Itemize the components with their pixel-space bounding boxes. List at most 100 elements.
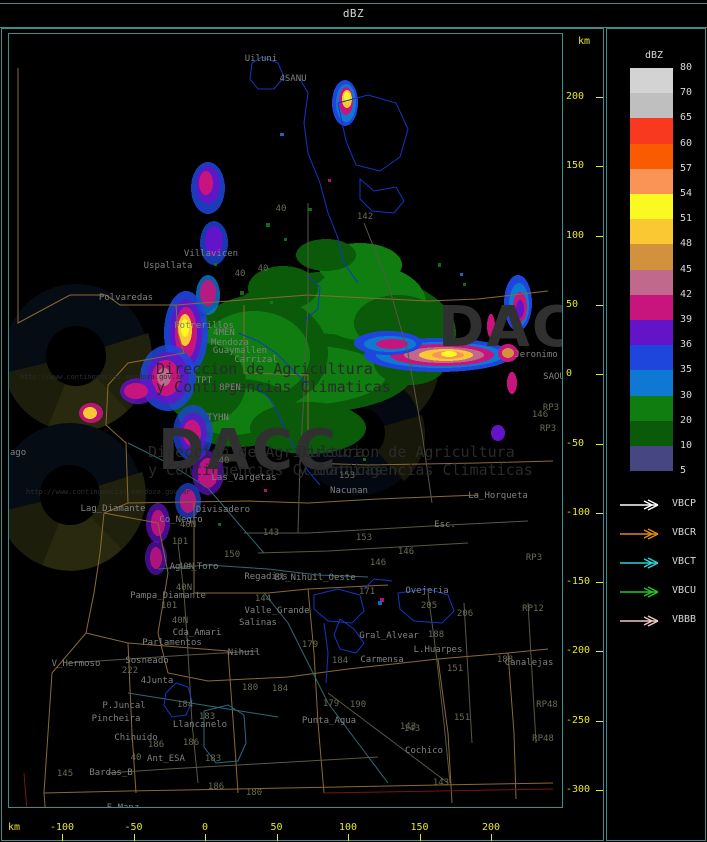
road-label: 153 bbox=[338, 471, 356, 481]
watermark-url-lower: http://www.contingencias.mendoza.gov.ar bbox=[26, 488, 191, 496]
velocity-arrow-label: VBBB bbox=[672, 614, 697, 625]
road-label: 179 bbox=[322, 699, 340, 709]
velocity-arrow-icon bbox=[620, 615, 659, 627]
x-axis-tick-label: -50 bbox=[124, 822, 143, 833]
place-label: Nacunan bbox=[330, 486, 368, 496]
place-label: TPT bbox=[195, 376, 213, 386]
dbz-color-swatch[interactable] bbox=[630, 294, 673, 320]
place-label: Gral_Alvear bbox=[359, 631, 419, 641]
velocity-arrow-label: VBCR bbox=[672, 527, 697, 538]
place-label: Uspallata bbox=[143, 261, 193, 271]
velocity-arrow-icon bbox=[620, 499, 659, 511]
dbz-scale-label: 5 bbox=[680, 465, 687, 477]
dbz-scale-label: 39 bbox=[680, 314, 693, 325]
y-axis-tick-mark bbox=[596, 720, 603, 722]
road-label: 101 bbox=[171, 537, 189, 547]
dbz-color-swatch[interactable] bbox=[630, 345, 673, 371]
road-label: 40N bbox=[175, 583, 193, 593]
x-axis-tick-mark bbox=[419, 834, 421, 841]
watermark-org-line1-lower: Direccion de Agricultura bbox=[148, 443, 365, 461]
dbz-color-swatch[interactable] bbox=[630, 320, 673, 346]
place-label: SAOU bbox=[543, 372, 563, 382]
place-label: Esc. bbox=[434, 520, 456, 530]
y-axis-tick-label: -250 bbox=[566, 714, 591, 726]
place-label: Carmensa bbox=[360, 655, 404, 665]
dbz-color-swatch[interactable] bbox=[630, 244, 673, 270]
dbz-color-swatch[interactable] bbox=[630, 370, 673, 396]
road-label: 206 bbox=[456, 609, 474, 619]
dbz-color-swatch[interactable] bbox=[630, 118, 673, 144]
dbz-color-swatch[interactable] bbox=[630, 219, 673, 245]
road-label: 143 bbox=[399, 722, 417, 732]
x-axis-tick-mark bbox=[276, 834, 278, 841]
y-axis-tick-label: -100 bbox=[566, 506, 591, 518]
road-label: RP48 bbox=[536, 700, 558, 710]
place-label: Co_Negro bbox=[159, 515, 203, 525]
place-label: Pampa_Diamante bbox=[130, 591, 206, 601]
x-axis-tick-label: 0 bbox=[201, 822, 209, 833]
x-axis-tick-mark bbox=[62, 834, 63, 841]
dbz-scale-label: 48 bbox=[680, 238, 693, 250]
place-label: Carrizal bbox=[234, 355, 278, 365]
y-axis-tick-mark bbox=[596, 790, 603, 791]
road-label: 145 bbox=[56, 769, 74, 779]
place-label: Divisadero bbox=[195, 505, 251, 515]
road-label: 151 bbox=[446, 664, 464, 674]
road-label: 171 bbox=[358, 587, 376, 597]
place-label: Valle_Grande bbox=[244, 606, 310, 616]
road-label: 186 bbox=[147, 740, 165, 750]
dbz-scale-label: 36 bbox=[680, 339, 693, 351]
dbz-color-swatch[interactable] bbox=[630, 446, 673, 472]
dbz-scale-label: 42 bbox=[680, 288, 693, 300]
dbz-color-swatch[interactable] bbox=[630, 168, 673, 194]
x-axis-tick-label: 200 bbox=[481, 822, 501, 833]
y-axis-tick-label: 100 bbox=[566, 229, 585, 241]
radar-map-canvas[interactable]: DACC DACC Direccion de Agricultura y Con… bbox=[8, 33, 563, 808]
place-label: Villavicen bbox=[183, 249, 239, 259]
road-label: RP3 bbox=[525, 553, 543, 563]
road-label: RP48 bbox=[532, 734, 554, 744]
dbz-color-swatch[interactable] bbox=[630, 194, 673, 220]
place-label: La_Horqueta bbox=[468, 491, 528, 501]
road-label: 146 bbox=[397, 547, 415, 557]
road-label: 188 bbox=[496, 655, 514, 665]
road-label: 101 bbox=[160, 601, 178, 611]
place-label: Ant_ESA bbox=[147, 754, 185, 764]
x-axis-tick-label: 100 bbox=[338, 822, 358, 833]
watermark-url-upper: http://www.contingencias.mendoza.gov.ar bbox=[20, 373, 185, 381]
dbz-scale-label: 54 bbox=[680, 188, 693, 199]
place-label: Cochico bbox=[405, 746, 443, 756]
y-axis-tick-mark bbox=[596, 512, 603, 514]
place-label: TYHN bbox=[207, 413, 229, 423]
road-label: 40 bbox=[130, 753, 142, 763]
dbz-color-swatch[interactable] bbox=[630, 395, 673, 421]
dbz-color-swatch[interactable] bbox=[630, 93, 673, 119]
place-label: Cda_Amari bbox=[172, 628, 222, 638]
road-label: 180 bbox=[245, 788, 263, 798]
road-label: 205 bbox=[420, 601, 438, 611]
x-axis-tick-label: 50 bbox=[270, 822, 283, 833]
y-axis-tick-label: -150 bbox=[566, 576, 591, 588]
place-label: Guaymallen bbox=[212, 346, 268, 356]
road-label: 142 bbox=[356, 212, 374, 222]
place-label: ago bbox=[9, 448, 27, 458]
dbz-color-swatch[interactable] bbox=[630, 143, 673, 169]
y-axis-tick-label: -50 bbox=[566, 437, 585, 449]
dbz-color-swatch[interactable] bbox=[630, 269, 673, 295]
dbz-color-swatch[interactable] bbox=[630, 420, 673, 446]
road-label: 40 bbox=[275, 204, 287, 214]
y-axis-tick-mark bbox=[596, 235, 603, 237]
y-axis-tick-label: 0 bbox=[566, 368, 573, 380]
place-label: E_Manz bbox=[106, 803, 140, 808]
watermark-org-line2-right: y Contingencias Climaticas bbox=[298, 461, 533, 479]
x-axis-tick-mark bbox=[491, 834, 492, 841]
place-label: Lag_Diamante bbox=[80, 504, 146, 514]
place-label: Polvaredas bbox=[98, 293, 154, 303]
title-rule-top bbox=[0, 3, 707, 4]
y-axis-tick-mark bbox=[596, 443, 603, 445]
place-label: 4SANU bbox=[279, 74, 307, 84]
y-axis-tick-label: 150 bbox=[566, 160, 585, 172]
road-label: 40N bbox=[177, 562, 195, 572]
dbz-color-swatch[interactable] bbox=[630, 68, 673, 94]
place-label: Pincheira bbox=[91, 714, 141, 724]
